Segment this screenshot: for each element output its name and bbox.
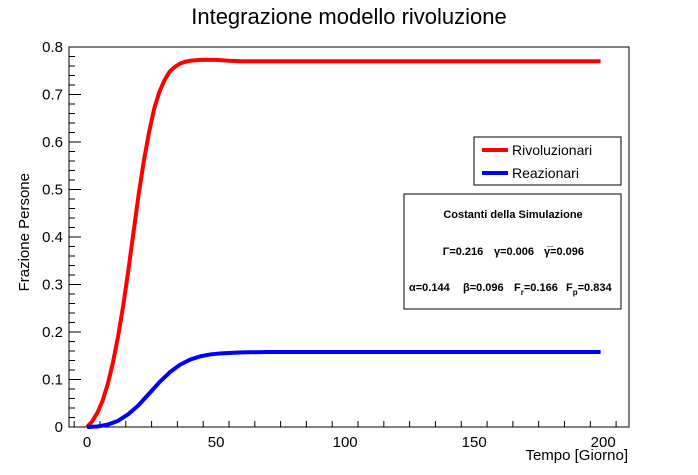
series-layer — [85, 57, 601, 429]
constant-alpha: α=0.144 — [409, 282, 451, 294]
y-tick-label: 0.4 — [42, 229, 63, 246]
y-tick-label: 0.6 — [42, 134, 63, 151]
constant-fp-subscript: p — [573, 288, 578, 297]
axes: 0 0.1 0.2 0.3 0.4 0.5 0.6 0.7 0.8 0 50 100 150 200 — [42, 39, 617, 451]
y-tick-label: 0.2 — [42, 324, 63, 341]
y-tick-label: 0.8 — [42, 39, 63, 56]
constant-gamma-bar: γ̅=0.096 — [544, 246, 584, 258]
constant-fr: Fr=0.166 — [514, 282, 558, 297]
constant-fp: Fp=0.834 — [566, 282, 612, 297]
constant-fp-symbol: F — [566, 282, 573, 294]
y-tick-label: 0 — [55, 419, 63, 436]
legend-label-reazionari: Reazionari — [512, 165, 579, 181]
constants-box: Costanti della Simulazione Γ=0.216 γ=0.0… — [403, 193, 622, 310]
constant-fp-value: =0.834 — [578, 282, 613, 294]
legend-label-rivoluzionari: Rivoluzionari — [512, 142, 592, 158]
y-tick-label: 0.5 — [42, 182, 63, 199]
x-tick-label: 200 — [591, 434, 616, 451]
constant-gamma-upper: Γ=0.216 — [443, 246, 484, 258]
legend-box — [473, 136, 622, 186]
y-tick-label: 0.7 — [42, 87, 63, 104]
chart-title: Integrazione modello rivoluzione — [191, 4, 507, 29]
series-line-rivoluzionari — [85, 57, 601, 429]
constant-fr-subscript: r — [521, 288, 524, 297]
y-tick-label: 0.3 — [42, 277, 63, 294]
series-line-reazionari — [86, 349, 601, 429]
constant-gamma: γ=0.006 — [494, 246, 534, 258]
x-tick-label: 100 — [333, 434, 358, 451]
x-tick-label: 50 — [208, 434, 225, 451]
x-tick-label: 0 — [83, 434, 91, 451]
constant-fr-value: =0.166 — [524, 282, 558, 294]
x-axis-label: Tempo [Giorno] — [525, 447, 628, 464]
constants-title: Costanti della Simulazione — [443, 209, 582, 221]
y-tick-label: 0.1 — [42, 372, 63, 389]
legend: Rivoluzionari Reazionari — [473, 136, 622, 186]
constant-fr-symbol: F — [514, 282, 521, 294]
constants-frame — [403, 193, 622, 310]
x-tick-label: 150 — [462, 434, 487, 451]
y-axis-label: Frazione Persone — [16, 173, 33, 291]
constant-beta: β=0.096 — [463, 282, 504, 294]
